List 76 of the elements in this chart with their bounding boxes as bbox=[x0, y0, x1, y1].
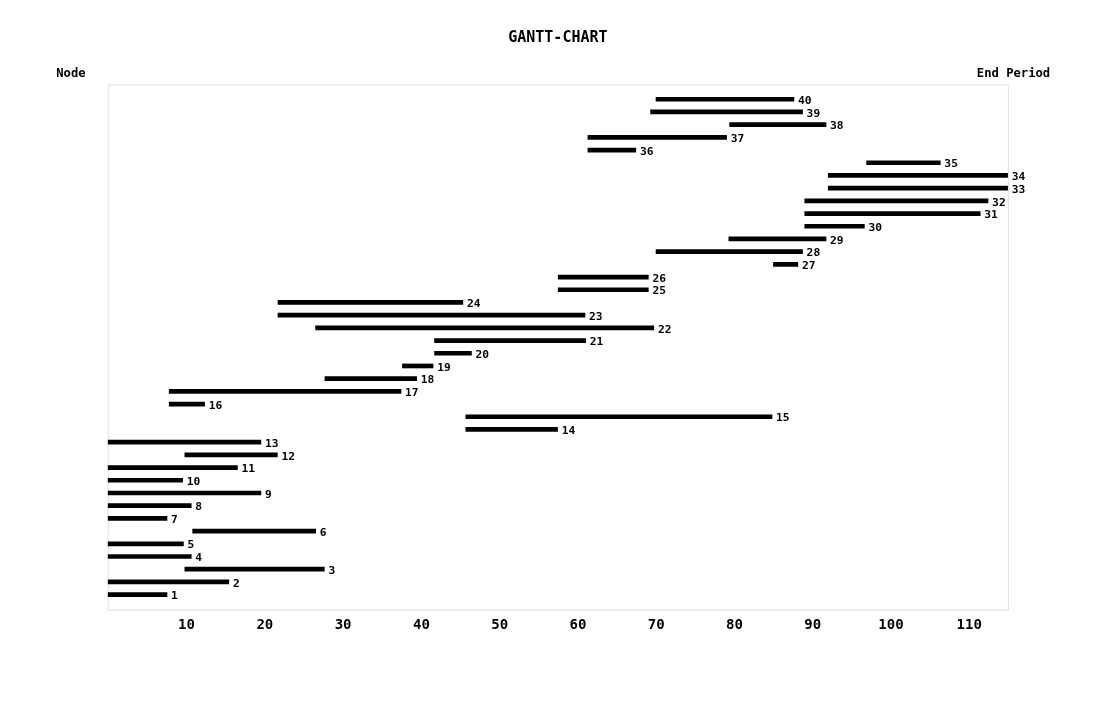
y-tick-label: 8 bbox=[195, 500, 203, 514]
bar bbox=[866, 160, 941, 166]
y-tick-label: 13 bbox=[264, 436, 279, 450]
y-tick-label: 34 bbox=[1011, 170, 1026, 184]
y-tick-label: 29 bbox=[830, 233, 844, 247]
text: End Period bbox=[976, 65, 1051, 80]
x-tick-label: 100 bbox=[878, 615, 904, 632]
bar bbox=[168, 389, 402, 394]
y-tick-label: 11 bbox=[241, 462, 256, 476]
bar bbox=[804, 223, 865, 229]
y-tick-label: 23 bbox=[589, 309, 603, 323]
bar bbox=[107, 592, 168, 597]
x-tick-label: 90 bbox=[804, 615, 822, 632]
bar bbox=[107, 439, 262, 445]
y-tick-label: 4 bbox=[195, 551, 203, 565]
bar bbox=[804, 211, 981, 216]
y-tick-label: 19 bbox=[437, 360, 451, 374]
y-tick-label: 36 bbox=[639, 144, 654, 158]
bar bbox=[804, 198, 989, 204]
text: Node bbox=[56, 65, 86, 80]
y-tick-label: 15 bbox=[776, 411, 790, 425]
y-tick-label: 1 bbox=[171, 589, 179, 603]
y-tick-label: 17 bbox=[405, 386, 419, 400]
y-tick-label: 5 bbox=[187, 538, 195, 552]
y-tick-label: 12 bbox=[281, 449, 295, 463]
chart-title: GANTT-CHART bbox=[508, 28, 608, 47]
bar bbox=[107, 465, 238, 470]
y-tick-label: 35 bbox=[944, 157, 959, 171]
bar bbox=[184, 566, 325, 572]
y-tick-label: 40 bbox=[798, 93, 812, 107]
y-tick-label: 39 bbox=[806, 106, 821, 120]
y-tick-label: 9 bbox=[264, 487, 272, 501]
y-tick-label: 2 bbox=[232, 576, 240, 590]
bar bbox=[729, 122, 827, 127]
y-tick-label: 33 bbox=[1011, 182, 1026, 196]
bar bbox=[655, 249, 803, 254]
y-tick-label: 38 bbox=[830, 119, 844, 133]
bar bbox=[465, 427, 558, 432]
bar bbox=[557, 287, 649, 293]
x-tick-label: 60 bbox=[569, 615, 587, 632]
y-tick-label: 28 bbox=[806, 246, 821, 260]
x-tick-label: 110 bbox=[956, 615, 982, 632]
y-tick-label: 31 bbox=[984, 208, 999, 222]
x-tick-label: 70 bbox=[647, 615, 665, 632]
y-tick-label: 6 bbox=[319, 525, 327, 539]
y-tick-label: 25 bbox=[652, 284, 667, 298]
bar bbox=[277, 300, 464, 305]
y-tick-label: 32 bbox=[992, 195, 1006, 209]
x-tick-label: 80 bbox=[725, 615, 743, 632]
y-tick-label: 7 bbox=[171, 513, 178, 527]
y-tick-label: 14 bbox=[561, 424, 576, 438]
y-tick-label: 3 bbox=[328, 563, 336, 577]
y-tick-label: 26 bbox=[652, 271, 667, 285]
bar bbox=[107, 554, 192, 559]
y-tick-label: 21 bbox=[589, 335, 604, 349]
bar bbox=[827, 173, 1008, 178]
bar bbox=[655, 96, 795, 102]
y-tick-label: 18 bbox=[420, 373, 435, 387]
bar bbox=[465, 414, 773, 420]
x-tick-label: 30 bbox=[334, 615, 352, 632]
bar bbox=[773, 262, 799, 267]
bar bbox=[324, 376, 417, 382]
bar bbox=[107, 516, 168, 521]
bar bbox=[107, 541, 184, 547]
bar bbox=[434, 350, 472, 356]
y-tick-label: 10 bbox=[186, 474, 201, 488]
y-tick-label: 22 bbox=[657, 322, 672, 336]
bar bbox=[434, 338, 587, 343]
bar bbox=[107, 477, 183, 483]
y-tick-label: 27 bbox=[801, 259, 816, 273]
bar bbox=[587, 134, 727, 140]
y-tick-label: 24 bbox=[466, 297, 481, 311]
y-tick-label: 16 bbox=[208, 398, 223, 412]
y-tick-label: 37 bbox=[730, 132, 745, 146]
bar bbox=[107, 503, 192, 509]
x-tick-label: 50 bbox=[491, 615, 509, 632]
